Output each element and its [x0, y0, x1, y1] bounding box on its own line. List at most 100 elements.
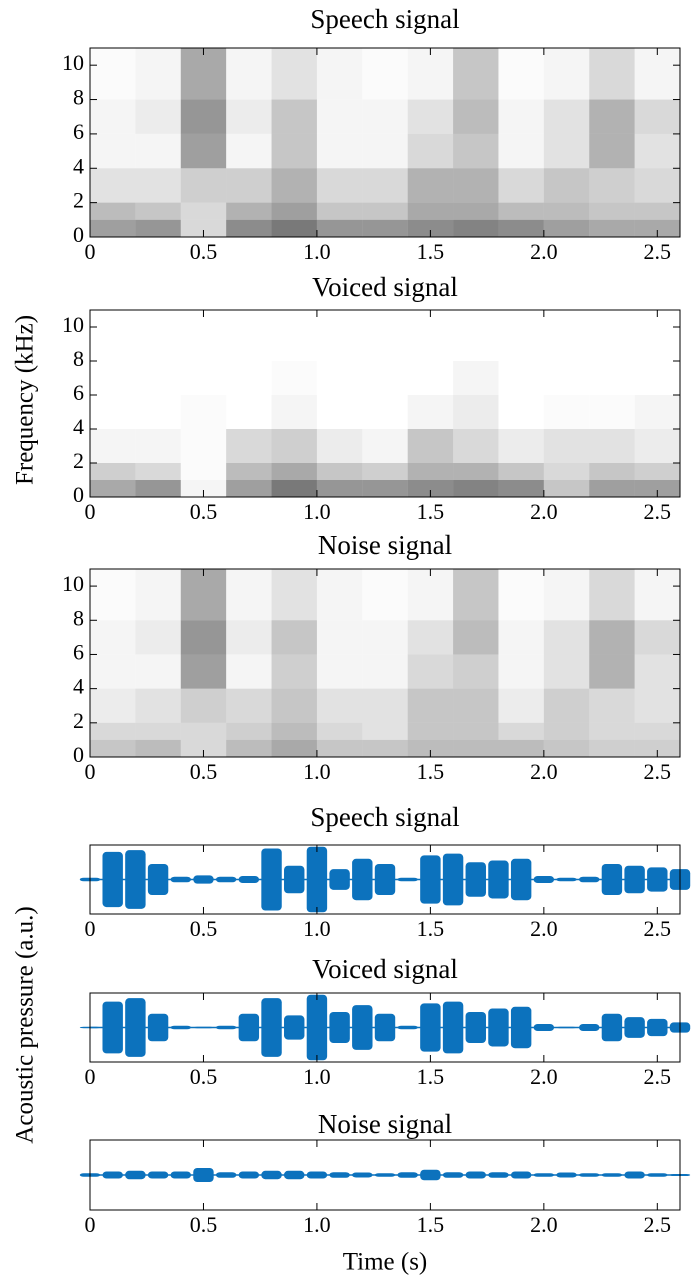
spectral-cell	[589, 361, 634, 395]
spectral-cell	[453, 395, 499, 429]
y-tick-label: 0	[73, 742, 84, 767]
spectral-cell	[453, 480, 499, 497]
spectral-cell	[317, 654, 362, 688]
x-tick-label: 2.0	[530, 1212, 558, 1237]
spectral-cell	[543, 739, 590, 757]
spectral-cell	[589, 739, 635, 757]
spectral-cell	[90, 620, 135, 654]
x-tick-label: 1.0	[303, 1212, 331, 1237]
y-tick-label: 4	[73, 414, 84, 439]
amplitude-envelope	[647, 1018, 668, 1037]
amplitude-envelope	[488, 1008, 509, 1047]
spectral-cell	[180, 219, 227, 237]
x-tick-label: 2.5	[644, 916, 672, 941]
amplitude-envelope	[329, 869, 350, 890]
spectral-cell	[634, 202, 680, 220]
spectral-cell	[543, 463, 590, 480]
amplitude-envelope	[284, 865, 305, 894]
spectral-cell	[226, 688, 272, 723]
amplitude-envelope	[238, 1171, 260, 1179]
spectral-cell	[317, 395, 362, 429]
spectral-cell	[317, 620, 362, 654]
spectral-cell	[498, 395, 543, 429]
amplitude-envelope	[352, 1172, 373, 1178]
amplitude-envelope	[125, 850, 146, 909]
spectral-cell	[226, 722, 272, 740]
spectral-cell	[498, 202, 544, 220]
spectral-cell	[543, 722, 590, 740]
amplitude-envelope	[601, 863, 623, 896]
spectral-cell	[362, 463, 408, 480]
spectral-cell	[589, 48, 635, 100]
amplitude-envelope	[125, 998, 146, 1057]
spectral-cell	[135, 99, 181, 134]
spectral-cell	[226, 654, 271, 688]
amplitude-envelope	[420, 1003, 441, 1052]
spectral-cell	[362, 395, 407, 429]
spectral-cell	[407, 463, 454, 480]
spectral-cell	[589, 569, 635, 621]
amplitude-envelope	[397, 1172, 418, 1178]
amplitude-envelope	[465, 1011, 486, 1044]
x-tick-label: 2.5	[644, 1212, 672, 1237]
x-tick-label: 2.5	[644, 239, 672, 264]
spectral-cell	[180, 99, 227, 134]
y-tick-label: 2	[73, 708, 84, 733]
amplitude-envelope	[170, 1171, 191, 1179]
amplitude-envelope	[193, 875, 214, 884]
spectral-cell	[498, 722, 544, 740]
spectral-cell	[90, 429, 135, 463]
spectral-cell	[181, 395, 226, 429]
spectral-cell	[90, 395, 135, 429]
spectral-cell	[407, 722, 454, 740]
y-tick-label: 6	[73, 640, 84, 665]
amplitude-envelope	[374, 1013, 396, 1042]
y-tick-label: 10	[62, 571, 84, 596]
spectral-cell	[317, 310, 362, 361]
spectral-cell	[453, 219, 499, 237]
spectral-cell	[544, 361, 589, 395]
y-tick-label: 6	[73, 119, 84, 144]
spectral-cell	[226, 463, 272, 480]
amplitude-envelope	[579, 876, 600, 883]
spectral-cell	[180, 48, 227, 100]
spectral-cell	[181, 429, 226, 463]
amplitude-envelope	[102, 851, 123, 908]
spectral-cell	[135, 480, 181, 497]
spectral-cell	[316, 463, 363, 480]
amplitude-envelope	[510, 1006, 532, 1049]
spectral-cell	[362, 310, 407, 361]
spectral-cell	[226, 429, 272, 463]
y-tick-label: 2	[73, 188, 84, 213]
spectral-cell	[226, 99, 272, 134]
spectral-cell	[316, 739, 363, 757]
spectral-cell	[90, 168, 136, 203]
x-tick-label: 0.5	[190, 499, 218, 524]
spectral-cell	[498, 569, 543, 620]
x-tick-label: 2.0	[530, 239, 558, 264]
spectral-cell	[90, 480, 136, 497]
spectral-cell	[271, 480, 317, 497]
spectral-cell	[180, 739, 227, 757]
spectral-cell	[135, 429, 180, 463]
spectral-cell	[226, 739, 272, 757]
x-tick-label: 1.5	[417, 916, 445, 941]
spectral-cell	[180, 168, 227, 203]
spectral-cell	[135, 620, 181, 655]
spectral-cell	[90, 739, 136, 757]
amplitude-envelope	[238, 1013, 260, 1042]
spectral-cell	[407, 620, 454, 655]
x-tick-label: 2.5	[644, 759, 672, 784]
spectral-cell	[90, 310, 135, 361]
spectral-cell	[316, 202, 363, 220]
spectral-cell	[180, 722, 227, 740]
amplitude-envelope	[238, 876, 260, 883]
spectral-cell	[634, 480, 680, 497]
spectral-cell	[589, 168, 635, 203]
plot-frame	[89, 309, 681, 498]
spectral-cell	[135, 310, 180, 361]
amplitude-envelope	[556, 877, 577, 882]
spectral-cell	[180, 620, 227, 655]
spectral-cell	[90, 219, 136, 237]
spectral-cell	[453, 463, 499, 480]
